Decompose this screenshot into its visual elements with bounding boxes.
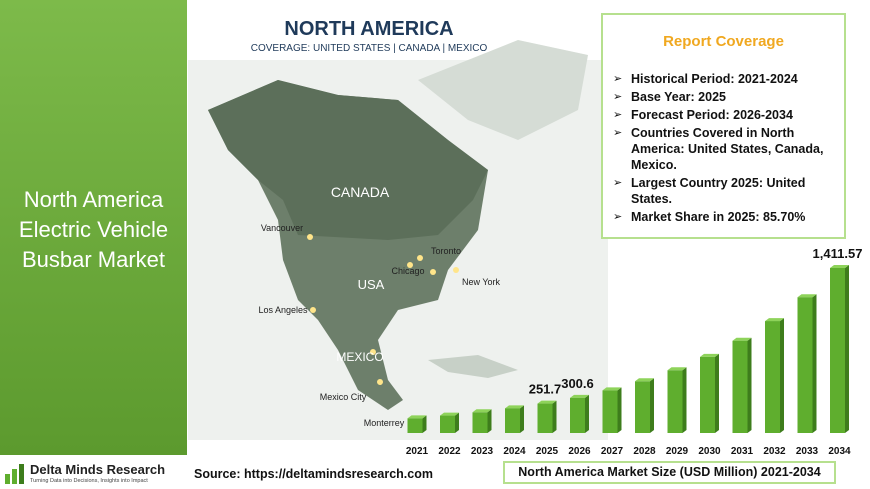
report-coverage-title: Report Coverage [663, 33, 784, 50]
map-label: Chicago [391, 266, 424, 276]
bar-side [812, 294, 817, 433]
x-tick-label: 2025 [536, 446, 559, 457]
map-label: CANADA [331, 184, 390, 200]
x-tick-label: 2031 [731, 446, 754, 457]
bar [667, 370, 683, 433]
x-tick-label: 2032 [763, 446, 786, 457]
coverage-item: Countries Covered in North America: Unit… [611, 125, 836, 173]
logo-tagline: Turning Data into Decisions, Insights in… [30, 478, 148, 484]
logo-icon [5, 464, 24, 484]
map-label: Toronto [431, 246, 461, 256]
map-label: Vancouver [261, 223, 303, 233]
map-label: USA [358, 277, 385, 292]
bar [765, 321, 780, 433]
x-tick-label: 2026 [568, 446, 591, 457]
x-tick-label: 2021 [406, 446, 429, 457]
x-tick-label: 2028 [633, 446, 656, 457]
x-tick-label: 2027 [601, 446, 624, 457]
bar [830, 268, 845, 433]
map-label: New York [462, 277, 501, 287]
source: Source: https://deltamindsresearch.com [194, 467, 433, 481]
map-label: Mexico City [320, 392, 367, 402]
value-label: 1,411.57 [813, 246, 863, 261]
map-coverage: COVERAGE: UNITED STATES | CANADA | MEXIC… [251, 43, 488, 54]
bar-side [682, 367, 687, 433]
report-coverage: Report Coverage Historical Period: 2021-… [601, 13, 846, 239]
bar-side [617, 387, 622, 433]
map-title: NORTH AMERICA [284, 18, 453, 40]
bar-side [780, 318, 784, 433]
x-tick-label: 2034 [828, 446, 851, 457]
x-tick-label: 2033 [796, 446, 819, 457]
bar-side [715, 353, 719, 433]
x-tick-label: 2022 [438, 446, 461, 457]
city-dots [307, 234, 459, 385]
bar-side [845, 265, 849, 433]
bar-side [650, 378, 654, 433]
bar-top [765, 318, 784, 322]
logo-name: Delta Minds Research [30, 462, 166, 477]
bar-top [667, 367, 687, 371]
bar [700, 356, 715, 433]
x-tick-label: 2030 [698, 446, 721, 457]
report-coverage-list: Historical Period: 2021-2024 Base Year: 2… [611, 71, 836, 227]
bar-side [747, 337, 752, 433]
bar-top [732, 337, 752, 341]
sidebar: North America Electric Vehicle Busbar Ma… [0, 0, 187, 455]
bar [635, 381, 650, 433]
logo: Delta Minds Research Turning Data into D… [0, 455, 190, 489]
x-tick-label: 2023 [471, 446, 494, 457]
coverage-item: Historical Period: 2021-2024 [611, 71, 836, 87]
sidebar-title: North America Electric Vehicle Busbar Ma… [18, 187, 169, 272]
map: NORTH AMERICA COVERAGE: UNITED STATES | C… [188, 18, 608, 440]
bar [797, 297, 813, 433]
bar-top [797, 294, 817, 298]
map-label: MEXICO [336, 350, 383, 364]
coverage-item: Base Year: 2025 [611, 89, 836, 105]
coverage-item: Market Share in 2025: 85.70% [611, 209, 836, 225]
map-label: Los Angeles [258, 305, 308, 315]
bar-top [700, 353, 719, 357]
coverage-item: Forecast Period: 2026-2034 [611, 107, 836, 123]
x-tick-label: 2029 [666, 446, 689, 457]
bar-top [830, 265, 849, 268]
bar-top [635, 378, 654, 382]
coverage-item: Largest Country 2025: United States. [611, 175, 836, 207]
x-tick-label: 2024 [503, 446, 526, 457]
chart-title: North America Market Size (USD Million) … [503, 461, 836, 484]
bar [732, 340, 748, 433]
map-label: Monterrey [364, 418, 405, 428]
